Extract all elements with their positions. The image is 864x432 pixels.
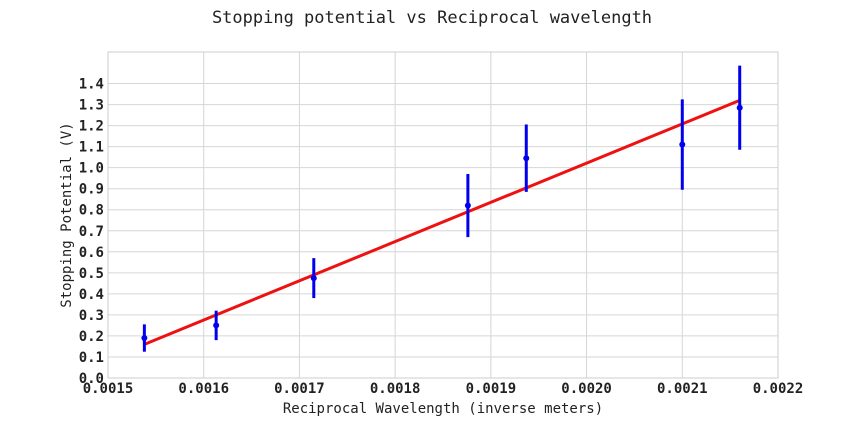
data-point [523,155,530,162]
y-axis-label: Stopping Potential (V) [59,122,75,307]
x-tick-label: 0.0022 [753,381,804,397]
chart-title: Stopping potential vs Reciprocal wavelen… [212,8,652,28]
y-tick-label: 1.4 [79,77,104,93]
y-tick-label: 0.2 [79,329,104,345]
data-points [141,104,743,342]
x-tick-label: 0.0019 [466,381,517,397]
x-tick-label: 0.0018 [370,381,421,397]
plot-frame [107,51,779,379]
y-tick-label: 1.2 [79,119,104,135]
y-tick-labels: 0.0 0.1 0.2 0.3 0.4 0.5 0.6 0.7 0.8 0.9 1.0 1.1 1.2 1… [79,77,104,387]
x-tick-label: 0.0017 [274,381,325,397]
x-tick-label: 0.0021 [657,381,708,397]
data-point [141,335,148,342]
x-tick-labels: 0.0015 0.0016 0.0017 0.0018 0.0019 0.0020 0.00… [83,381,804,397]
y-tick-label: 0.6 [79,245,104,261]
x-tick-label: 0.0015 [83,381,134,397]
y-tick-label: 0.1 [79,350,104,366]
fit-line [143,98,741,346]
y-tick-label: 0.0 [79,371,104,387]
y-tick-label: 1.1 [79,140,104,156]
grid [107,52,779,379]
y-tick-label: 1.3 [79,98,104,114]
x-tick-label: 0.0016 [178,381,229,397]
data-point [679,141,686,148]
x-tick-label: 0.0020 [561,381,612,397]
y-tick-label: 0.7 [79,224,104,240]
x-axis-label: Reciprocal Wavelength (inverse meters) [283,401,603,417]
data-point [213,322,220,329]
y-tick-label: 0.4 [79,287,104,303]
data-point [736,104,743,111]
y-tick-label: 0.3 [79,308,104,324]
y-tick-label: 0.9 [79,182,104,198]
data-point [464,202,471,209]
y-tick-label: 0.8 [79,203,104,219]
data-point [310,275,317,282]
y-tick-label: 0.5 [79,266,104,282]
fit-line-group [143,98,741,346]
y-tick-label: 1.0 [79,161,104,177]
